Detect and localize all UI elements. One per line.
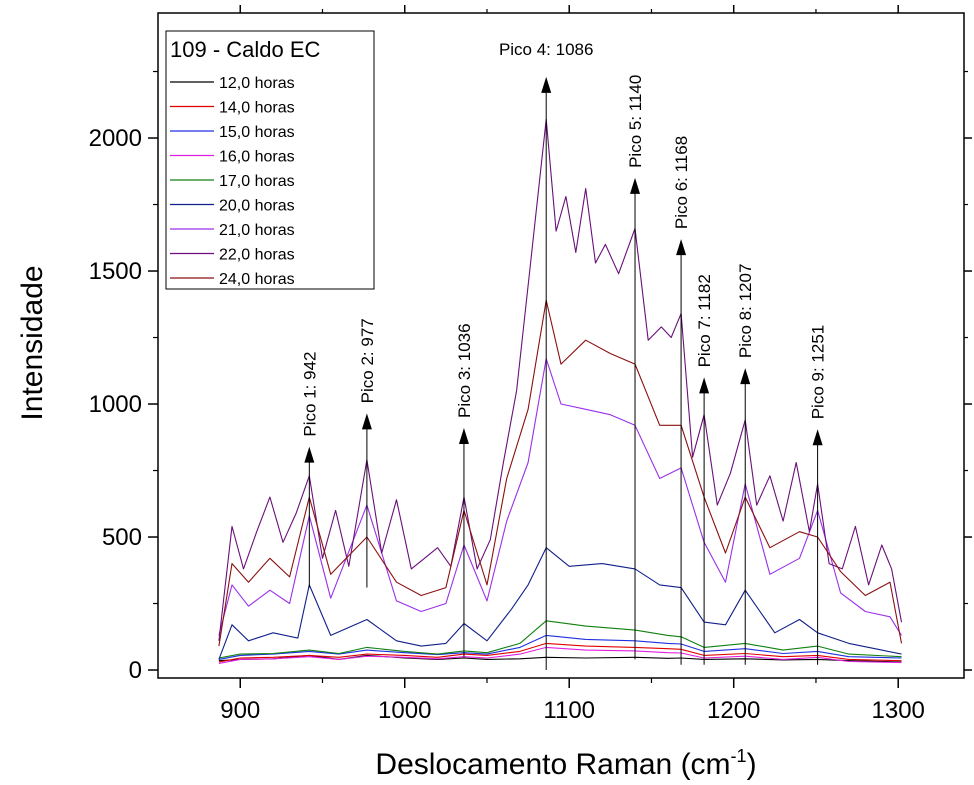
peak-arrow-head	[676, 239, 687, 256]
legend-label: 14,0 horas	[219, 100, 295, 117]
series-lines	[218, 118, 903, 664]
peak-arrow-head	[630, 177, 641, 194]
legend-label: 21,0 horas	[219, 222, 295, 239]
plot-frame	[157, 12, 965, 679]
legend-label: 16,0 horas	[219, 149, 295, 166]
legend-label: 20,0 horas	[219, 198, 295, 215]
peak-arrow-head	[812, 429, 823, 446]
peak-label: Pico 7: 1182	[695, 274, 714, 367]
peak-markers: Pico 1: 942 Pico 2: 977 Pico 3: 1036 Pico 4…	[300, 40, 828, 671]
x-tick-label: 1000	[378, 697, 431, 724]
x-axis-ticks: 900 1000 1100 1200 1300	[220, 5, 925, 724]
legend-title: 109 - Caldo EC	[170, 37, 321, 62]
y-tick-label: 500	[102, 524, 142, 551]
peak-arrow-head	[699, 377, 710, 394]
y-axis-title: Intensidade	[16, 265, 49, 420]
peak-arrow-head	[541, 76, 552, 93]
y-tick-label: 1500	[89, 258, 142, 285]
series-line	[218, 358, 902, 636]
legend-label: 15,0 horas	[219, 124, 295, 141]
legend-box	[165, 30, 375, 290]
y-axis-ticks: 0 500 1000 1500 2000	[89, 70, 972, 684]
legend-items: 12,0 horas 14,0 horas 15,0 horas 16,0 horas…	[170, 75, 295, 288]
legend-label: 24,0 horas	[219, 271, 295, 288]
x-axis-title-text: Deslocamento Raman (cm	[375, 748, 730, 781]
series-line	[218, 634, 902, 660]
legend: 109 - Caldo EC 12,0 horas 14,0 horas 15,0 …	[165, 30, 375, 290]
x-axis-title: Deslocamento Raman (cm-1)	[375, 746, 756, 781]
peak-label: Pico 2: 977	[358, 318, 377, 403]
x-tick-label: 1200	[707, 697, 760, 724]
series-line	[218, 642, 902, 663]
legend-label: 22,0 horas	[219, 247, 295, 264]
series-line	[218, 547, 902, 660]
y-tick-label: 2000	[89, 125, 142, 152]
x-tick-label: 900	[220, 697, 260, 724]
peak-arrow-head	[361, 413, 372, 430]
peak-label: Pico 3: 1036	[455, 323, 474, 418]
x-tick-label: 1300	[872, 697, 925, 724]
legend-label: 12,0 horas	[219, 75, 295, 92]
x-axis-title-close: )	[747, 748, 757, 781]
y-tick-label: 1000	[89, 391, 142, 418]
series-line	[218, 620, 902, 659]
peak-arrow-head	[740, 368, 751, 385]
y-tick-label: 0	[129, 657, 142, 684]
peak-arrow-head	[458, 427, 469, 444]
legend-label: 17,0 horas	[219, 173, 295, 190]
peak-label: Pico 9: 1251	[809, 325, 828, 420]
peak-arrow-head	[304, 446, 315, 463]
series-line	[218, 118, 903, 641]
peak-label: Pico 1: 942	[300, 352, 319, 437]
x-tick-label: 1100	[543, 697, 595, 724]
peak-label: Pico 8: 1207	[736, 264, 755, 359]
peak-label: Pico 5: 1140	[626, 75, 645, 168]
peak-label: Pico 4: 1086	[499, 40, 594, 59]
peak-label: Pico 6: 1168	[672, 136, 691, 229]
series-line	[218, 646, 902, 664]
series-line	[218, 654, 902, 663]
series-line	[218, 299, 903, 647]
x-axis-title-superscript: -1	[731, 746, 747, 766]
